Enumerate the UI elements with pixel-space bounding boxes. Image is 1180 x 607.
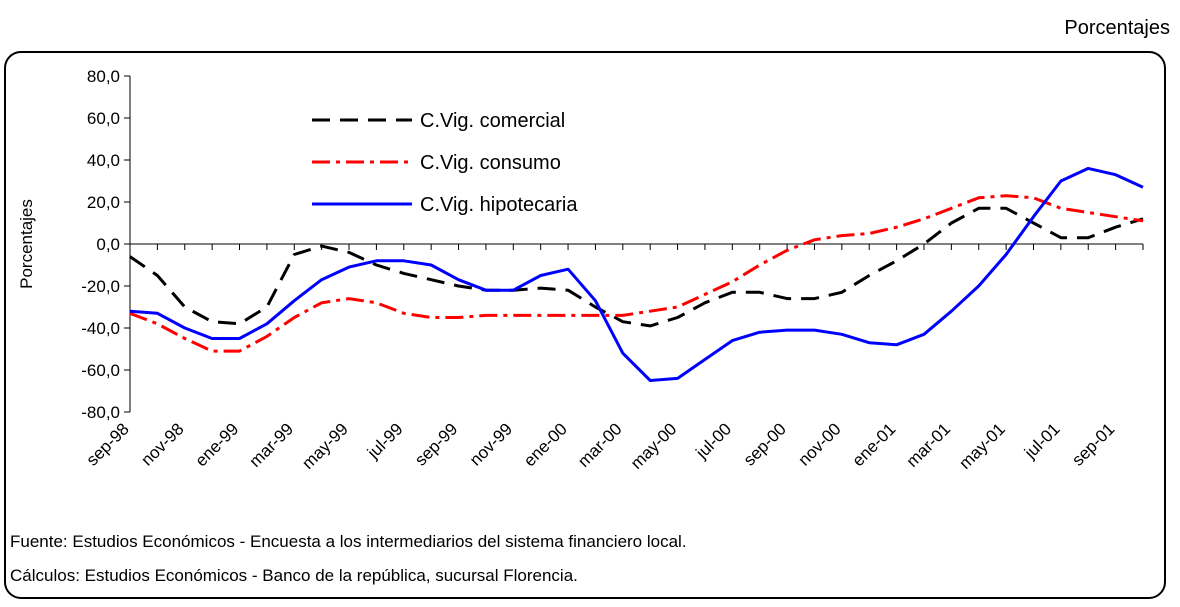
line-series (129, 194, 1144, 353)
x-tick-label: mar-01 (903, 419, 955, 471)
x-tick-label: sep-01 (1068, 419, 1118, 469)
y-tick-label: 0,0 (96, 235, 120, 254)
x-tick-label: may-00 (627, 419, 681, 473)
y-tick-label: 40,0 (87, 151, 120, 170)
y-tick-label: 80,0 (87, 67, 120, 86)
y-tick-label: -80,0 (81, 403, 120, 422)
x-tick-label: sep-00 (740, 419, 790, 469)
legend-label: C.Vig. hipotecaria (420, 194, 578, 216)
y-tick-label: -40,0 (81, 319, 120, 338)
y-tick-label: 20,0 (87, 193, 120, 212)
x-tick-label: jul-00 (692, 419, 736, 463)
x-tick-label: may-99 (298, 419, 352, 473)
y-tick-label: 60,0 (87, 109, 120, 128)
x-tick-label: may-01 (955, 419, 1009, 473)
x-tick-label: nov-99 (466, 419, 516, 469)
x-tick-label: jul-01 (1020, 419, 1064, 463)
x-tick-label: mar-00 (574, 419, 626, 471)
x-tick-label: ene-01 (849, 419, 900, 470)
y-tick-label: -60,0 (81, 361, 120, 380)
unit-label: Porcentajes (1064, 17, 1170, 39)
x-tick-label: sep-98 (83, 419, 133, 469)
chart-frame (4, 51, 1166, 599)
legend-label: C.Vig. consumo (420, 152, 561, 174)
x-tick-label: mar-99 (246, 419, 298, 471)
y-tick-label: -20,0 (81, 277, 120, 296)
legend-label: C.Vig. comercial (420, 110, 565, 132)
y-axis-label: Porcentajes (17, 199, 36, 289)
x-tick-label: sep-99 (411, 419, 461, 469)
x-tick-label: ene-99 (191, 419, 242, 470)
x-tick-label: jul-99 (363, 419, 407, 463)
line-series (129, 206, 1144, 328)
x-tick-label: nov-00 (794, 419, 844, 469)
source-note: Fuente: Estudios Económicos - Encuesta a… (10, 532, 687, 551)
calculations-note: Cálculos: Estudios Económicos - Banco de… (10, 566, 578, 585)
line-series (129, 166, 1144, 382)
x-tick-label: ene-00 (520, 419, 571, 470)
x-tick-label: nov-98 (137, 419, 187, 469)
